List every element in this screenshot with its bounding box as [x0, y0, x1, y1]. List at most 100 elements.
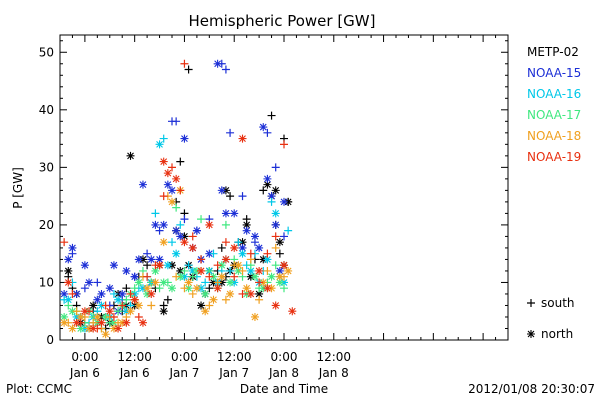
point-north-noaa-19 [138, 318, 147, 327]
data-points [60, 59, 297, 339]
point-south-noaa-15 [271, 163, 280, 172]
x-tick-time-label: 12:00 [316, 350, 351, 364]
point-north-noaa-15 [205, 249, 214, 258]
point-north-noaa-18 [250, 312, 259, 321]
point-north-noaa-18 [134, 301, 143, 310]
point-north-noaa-16 [138, 284, 147, 293]
point-south-noaa-15 [280, 232, 288, 241]
point-south-noaa-17 [172, 203, 181, 212]
x-tick-time-label: 12:00 [217, 350, 252, 364]
point-north-noaa-15 [221, 209, 230, 218]
point-north-noaa-19 [255, 266, 264, 275]
point-north-noaa-18 [192, 284, 201, 293]
legend-entry: NOAA-16 [527, 87, 581, 101]
y-tick-label: 20 [39, 218, 54, 232]
x-axis: 0:00 Jan 6 12:00 Jan 6 0:00 Jan 7 12:00 Jan 7 0:… [69, 35, 509, 380]
point-north-noaa-18 [159, 238, 168, 247]
point-south-noaa-17 [280, 284, 288, 293]
point-north-noaa-15 [238, 243, 247, 252]
point-south-noaa-19 [176, 186, 185, 195]
point-north-noaa-15 [147, 255, 156, 264]
point-south-noaa-15 [238, 192, 247, 201]
point-north-noaa-15 [213, 59, 222, 68]
point-north-noaa-18 [101, 330, 110, 339]
point-north-noaa-19 [271, 301, 280, 310]
point-south-noaa-19 [255, 278, 264, 287]
point-north-metp-02 [255, 289, 264, 298]
point-north-noaa-17 [242, 289, 251, 298]
point-north-noaa-16 [172, 249, 181, 258]
point-north-noaa-19 [180, 238, 189, 247]
point-north-noaa-15 [230, 209, 239, 218]
point-north-noaa-16 [263, 255, 272, 264]
point-south-noaa-16 [184, 261, 193, 270]
point-south-noaa-15 [143, 249, 152, 258]
point-north-noaa-18 [109, 324, 118, 333]
point-north-noaa-16 [72, 312, 81, 321]
x-tick-date-label: Jan 6 [69, 366, 100, 380]
point-south-noaa-15 [263, 128, 272, 137]
point-north-noaa-15 [192, 226, 201, 235]
point-north-noaa-18 [275, 272, 284, 281]
point-north-noaa-18 [226, 289, 235, 298]
point-north-noaa-15 [85, 278, 94, 287]
point-north-noaa-17 [275, 278, 284, 287]
point-south-metp-02 [217, 243, 226, 252]
point-south-metp-02 [143, 261, 152, 270]
legend-entry: METP-02 [527, 45, 579, 59]
point-north-noaa-15 [163, 180, 172, 189]
point-north-noaa-16 [238, 249, 247, 258]
point-north-metp-02 [159, 307, 168, 316]
point-north-noaa-15 [255, 243, 264, 252]
point-north-noaa-18 [60, 318, 69, 327]
legend-entry: NOAA-19 [527, 150, 581, 164]
point-north-metp-02 [221, 186, 230, 195]
point-north-noaa-18 [234, 261, 243, 270]
point-north-noaa-19 [80, 307, 89, 316]
point-north-noaa-15 [267, 192, 276, 201]
point-north-noaa-17 [159, 278, 168, 287]
x-tick-date-label: Jan 7 [218, 366, 249, 380]
point-south-noaa-19 [109, 312, 118, 321]
point-north-noaa-19 [188, 243, 197, 252]
point-north-noaa-18 [68, 324, 77, 333]
point-south-metp-02 [205, 284, 214, 293]
point-north-noaa-15 [263, 174, 272, 183]
point-north-noaa-15 [275, 266, 284, 275]
point-north-noaa-19 [230, 243, 239, 252]
point-north-noaa-18 [259, 278, 268, 287]
point-north-noaa-16 [122, 307, 131, 316]
point-north-noaa-18 [267, 284, 276, 293]
point-south-noaa-19 [280, 140, 288, 149]
x-tick-time-label: 0:00 [271, 350, 298, 364]
point-north-noaa-15 [80, 261, 89, 270]
point-south-noaa-18 [263, 266, 272, 275]
point-north-noaa-18 [284, 266, 293, 275]
point-north-metp-02 [168, 261, 176, 270]
point-north-noaa-15 [138, 180, 147, 189]
legend-entry: NOAA-15 [527, 66, 581, 80]
point-south-noaa-19 [213, 261, 222, 270]
point-north-noaa-18 [143, 284, 152, 293]
point-north-noaa-18 [126, 307, 135, 316]
point-north-noaa-17 [201, 289, 210, 298]
point-north-noaa-19 [163, 169, 172, 178]
point-north-noaa-15 [151, 220, 160, 229]
point-north-noaa-15 [64, 255, 73, 264]
point-north-metp-02 [197, 301, 206, 310]
point-south-noaa-17 [221, 220, 230, 229]
x-tick-date-label: Jan 8 [268, 366, 299, 380]
point-south-noaa-16 [159, 134, 168, 143]
point-north-noaa-15 [259, 123, 268, 132]
x-tick-time-label: 12:00 [117, 350, 152, 364]
point-south-noaa-18 [72, 307, 81, 316]
point-south-noaa-19 [271, 232, 280, 241]
point-south-noaa-19 [143, 272, 152, 281]
point-north-metp-02 [246, 272, 255, 281]
point-north-noaa-15 [180, 134, 189, 143]
point-south-noaa-19 [134, 312, 143, 321]
point-north-noaa-18 [242, 284, 251, 293]
point-south-noaa-17 [180, 266, 189, 275]
point-north-noaa-19 [89, 324, 98, 333]
